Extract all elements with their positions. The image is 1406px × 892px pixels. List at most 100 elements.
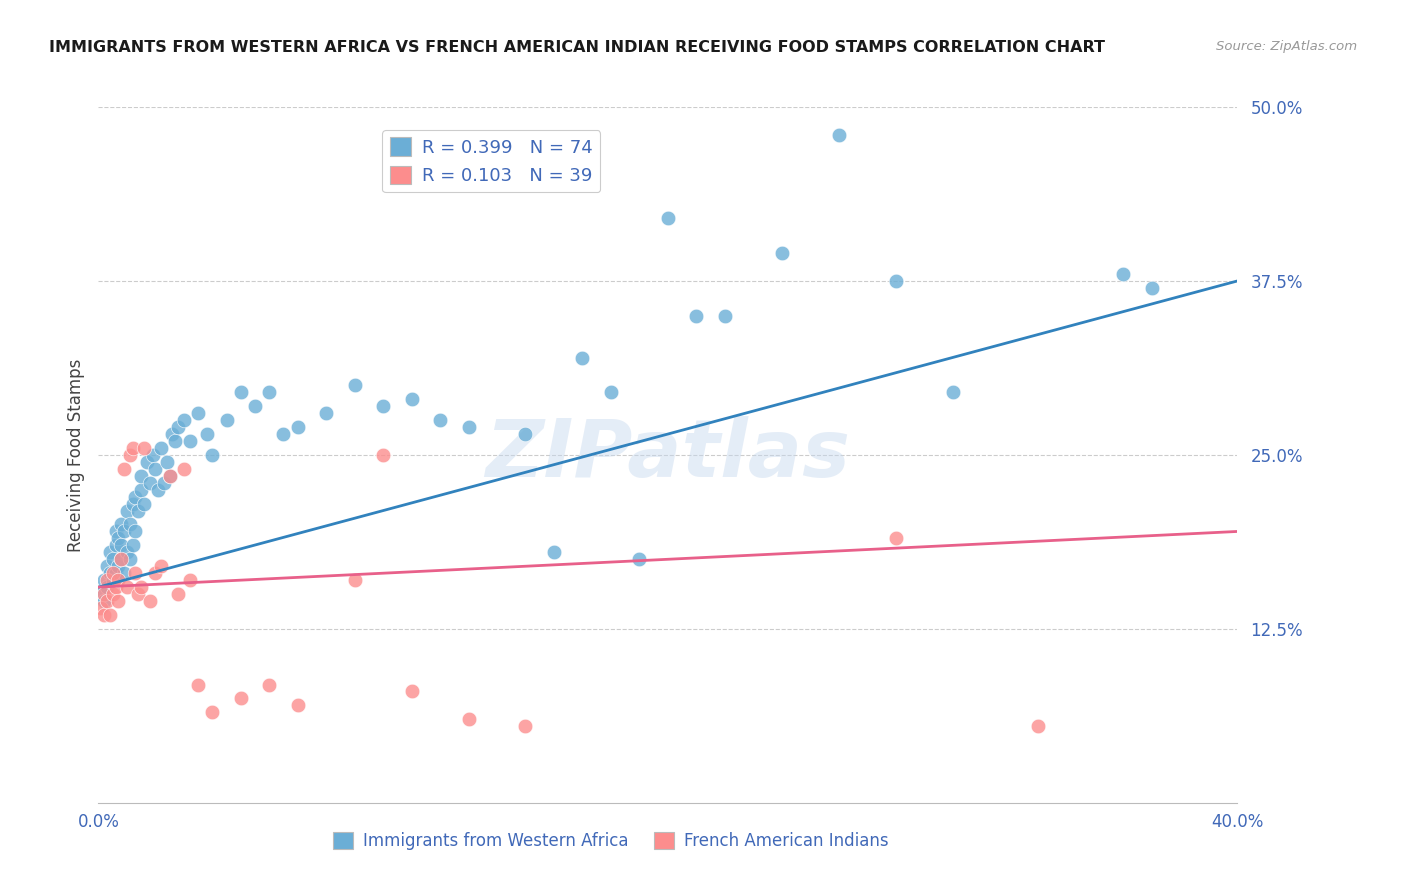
Point [129, 580, 152, 594]
Point [129, 468, 152, 483]
Point [1026, 719, 1049, 733]
Point [515, 719, 537, 733]
Point [215, 413, 238, 427]
Point [118, 517, 141, 532]
Point [112, 462, 135, 476]
Point [101, 587, 124, 601]
Point [153, 475, 176, 490]
Point [101, 573, 124, 587]
Point [828, 128, 851, 142]
Point [201, 448, 224, 462]
Point [167, 587, 190, 601]
Point [132, 441, 155, 455]
Point [96, 594, 118, 608]
Point [110, 517, 132, 532]
Point [101, 552, 124, 566]
Point [770, 246, 793, 260]
Point [145, 462, 167, 476]
Point [90, 587, 112, 601]
Point [98, 566, 121, 581]
Point [118, 448, 141, 462]
Point [159, 468, 181, 483]
Point [1140, 281, 1163, 295]
Point [259, 677, 281, 691]
Point [343, 378, 366, 392]
Point [543, 545, 565, 559]
Point [138, 594, 160, 608]
Point [156, 455, 179, 469]
Point [343, 573, 366, 587]
Point [93, 573, 115, 587]
Point [112, 566, 135, 581]
Point [628, 552, 651, 566]
Point [96, 580, 118, 594]
Text: ZIPatlas: ZIPatlas [485, 416, 851, 494]
Point [884, 274, 907, 288]
Point [127, 503, 149, 517]
Point [259, 385, 281, 400]
Point [159, 468, 181, 483]
Point [884, 532, 907, 546]
Point [98, 607, 121, 622]
Point [685, 309, 707, 323]
Point [121, 497, 143, 511]
Point [942, 385, 965, 400]
Point [201, 706, 224, 720]
Point [138, 475, 160, 490]
Point [401, 392, 423, 407]
Point [104, 580, 127, 594]
Point [90, 601, 112, 615]
Point [96, 559, 118, 574]
Point [173, 462, 195, 476]
Point [107, 532, 129, 546]
Point [124, 566, 146, 581]
Point [107, 594, 129, 608]
Point [121, 538, 143, 552]
Point [135, 455, 157, 469]
Point [98, 545, 121, 559]
Point [93, 594, 115, 608]
Point [112, 524, 135, 539]
Point [104, 524, 127, 539]
Point [124, 524, 146, 539]
Point [104, 566, 127, 581]
Point [141, 448, 163, 462]
Point [173, 413, 195, 427]
Y-axis label: Receiving Food Stamps: Receiving Food Stamps [66, 359, 84, 551]
Point [93, 607, 115, 622]
Point [129, 483, 152, 497]
Point [165, 434, 187, 448]
Point [115, 580, 138, 594]
Point [229, 385, 252, 400]
Text: Source: ZipAtlas.com: Source: ZipAtlas.com [1216, 40, 1357, 54]
Point [714, 309, 737, 323]
Point [127, 587, 149, 601]
Point [187, 677, 209, 691]
Point [132, 497, 155, 511]
Point [118, 552, 141, 566]
Point [515, 427, 537, 442]
Point [93, 587, 115, 601]
Point [373, 448, 395, 462]
Point [107, 573, 129, 587]
Point [229, 691, 252, 706]
Point [187, 406, 209, 420]
Point [429, 413, 451, 427]
Point [115, 545, 138, 559]
Point [287, 698, 309, 713]
Point [107, 559, 129, 574]
Point [110, 552, 132, 566]
Point [101, 566, 124, 581]
Point [124, 490, 146, 504]
Point [401, 684, 423, 698]
Point [273, 427, 295, 442]
Point [195, 427, 218, 442]
Point [600, 385, 623, 400]
Point [150, 559, 173, 574]
Point [179, 434, 201, 448]
Point [179, 573, 201, 587]
Point [96, 573, 118, 587]
Point [287, 420, 309, 434]
Point [110, 538, 132, 552]
Text: IMMIGRANTS FROM WESTERN AFRICA VS FRENCH AMERICAN INDIAN RECEIVING FOOD STAMPS C: IMMIGRANTS FROM WESTERN AFRICA VS FRENCH… [49, 40, 1105, 55]
